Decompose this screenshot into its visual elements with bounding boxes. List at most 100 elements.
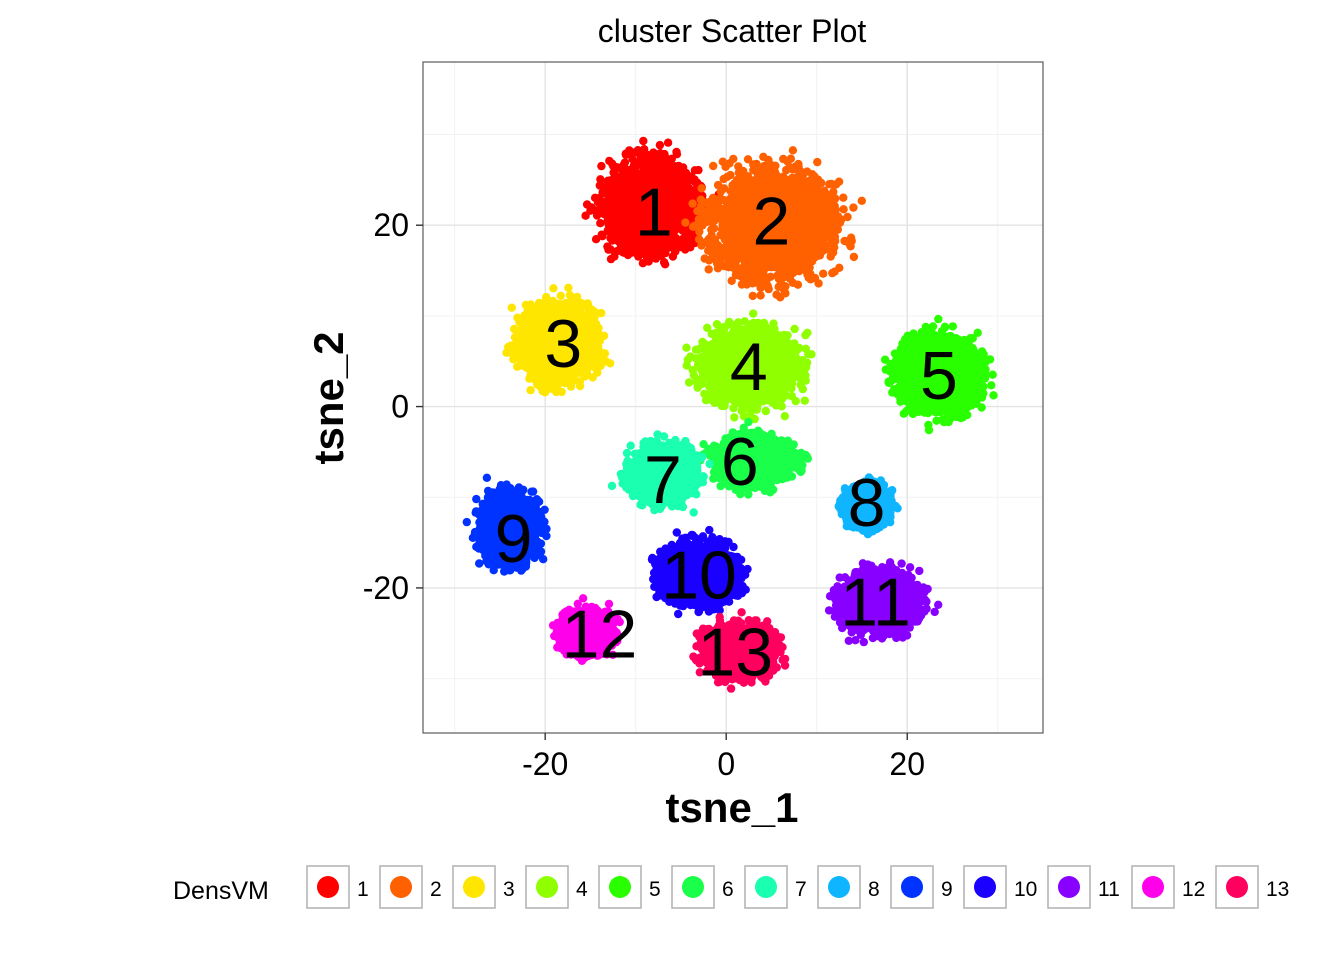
- data-point: [685, 378, 693, 386]
- data-point: [839, 205, 847, 213]
- data-point: [700, 390, 708, 398]
- data-point: [519, 343, 527, 351]
- data-point: [573, 293, 581, 301]
- data-point: [581, 212, 589, 220]
- data-point: [587, 320, 595, 328]
- data-point: [691, 166, 699, 174]
- data-point: [900, 410, 908, 418]
- chart-title: cluster Scatter Plot: [598, 13, 867, 49]
- data-point: [770, 325, 778, 333]
- data-point: [830, 243, 838, 251]
- data-point: [517, 331, 525, 339]
- data-point: [761, 170, 769, 178]
- data-point: [989, 391, 997, 399]
- data-point: [814, 186, 822, 194]
- data-point: [601, 208, 609, 216]
- data-point: [712, 213, 720, 221]
- data-point: [738, 407, 746, 415]
- data-point: [744, 155, 752, 163]
- data-point: [612, 163, 620, 171]
- data-point: [784, 158, 792, 166]
- data-point: [542, 293, 550, 301]
- data-point: [723, 173, 731, 181]
- data-point: [905, 332, 913, 340]
- data-point: [798, 356, 806, 364]
- data-point: [885, 366, 893, 374]
- data-point: [803, 329, 811, 337]
- data-point: [744, 268, 752, 276]
- data-point: [669, 252, 677, 260]
- data-point: [604, 226, 612, 234]
- data-point: [697, 202, 705, 210]
- data-point: [819, 246, 827, 254]
- data-point: [552, 388, 560, 396]
- data-point: [746, 411, 754, 419]
- data-point: [764, 158, 772, 166]
- data-point: [557, 292, 565, 300]
- data-point: [672, 148, 680, 156]
- data-point: [705, 265, 713, 273]
- data-point: [664, 139, 672, 147]
- data-point: [645, 257, 653, 265]
- data-point: [709, 162, 717, 170]
- data-point: [929, 322, 937, 330]
- data-point: [692, 354, 700, 362]
- data-point: [533, 380, 541, 388]
- data-point: [713, 320, 721, 328]
- data-point: [681, 218, 689, 226]
- data-point: [708, 198, 716, 206]
- data-point: [892, 357, 900, 365]
- data-point: [592, 235, 600, 243]
- data-point: [909, 343, 917, 351]
- data-point: [977, 403, 985, 411]
- data-point: [790, 165, 798, 173]
- data-point: [710, 224, 718, 232]
- data-point: [766, 273, 774, 281]
- data-point: [513, 314, 521, 322]
- data-point: [949, 322, 957, 330]
- data-point: [721, 163, 729, 171]
- data-point: [788, 392, 796, 400]
- data-point: [620, 246, 628, 254]
- data-point: [600, 187, 608, 195]
- data-point: [656, 141, 664, 149]
- data-point: [789, 146, 797, 154]
- data-point: [778, 283, 786, 291]
- data-point: [781, 412, 789, 420]
- data-point: [802, 345, 810, 353]
- data-point: [682, 344, 690, 352]
- data-point: [704, 247, 712, 255]
- data-point: [549, 284, 557, 292]
- data-point: [947, 414, 955, 422]
- data-point: [987, 381, 995, 389]
- data-point: [714, 396, 722, 404]
- data-point: [977, 389, 985, 397]
- data-point: [974, 329, 982, 337]
- data-point: [681, 245, 689, 253]
- data-point: [611, 176, 619, 184]
- data-point: [724, 259, 732, 267]
- data-point: [729, 155, 737, 163]
- data-point: [604, 177, 612, 185]
- data-point: [639, 137, 647, 145]
- data-point: [702, 238, 710, 246]
- data-point: [934, 315, 942, 323]
- data-point: [899, 393, 907, 401]
- data-point: [846, 242, 854, 250]
- data-point: [849, 203, 857, 211]
- data-point: [918, 328, 926, 336]
- data-point: [800, 370, 808, 378]
- data-point: [730, 413, 738, 421]
- data-point: [564, 284, 572, 292]
- data-point: [703, 352, 711, 360]
- data-point: [725, 318, 733, 326]
- data-point: [813, 158, 821, 166]
- data-point: [677, 170, 685, 178]
- data-point: [975, 372, 983, 380]
- data-point: [804, 266, 812, 274]
- data-point: [773, 271, 781, 279]
- data-point: [593, 332, 601, 340]
